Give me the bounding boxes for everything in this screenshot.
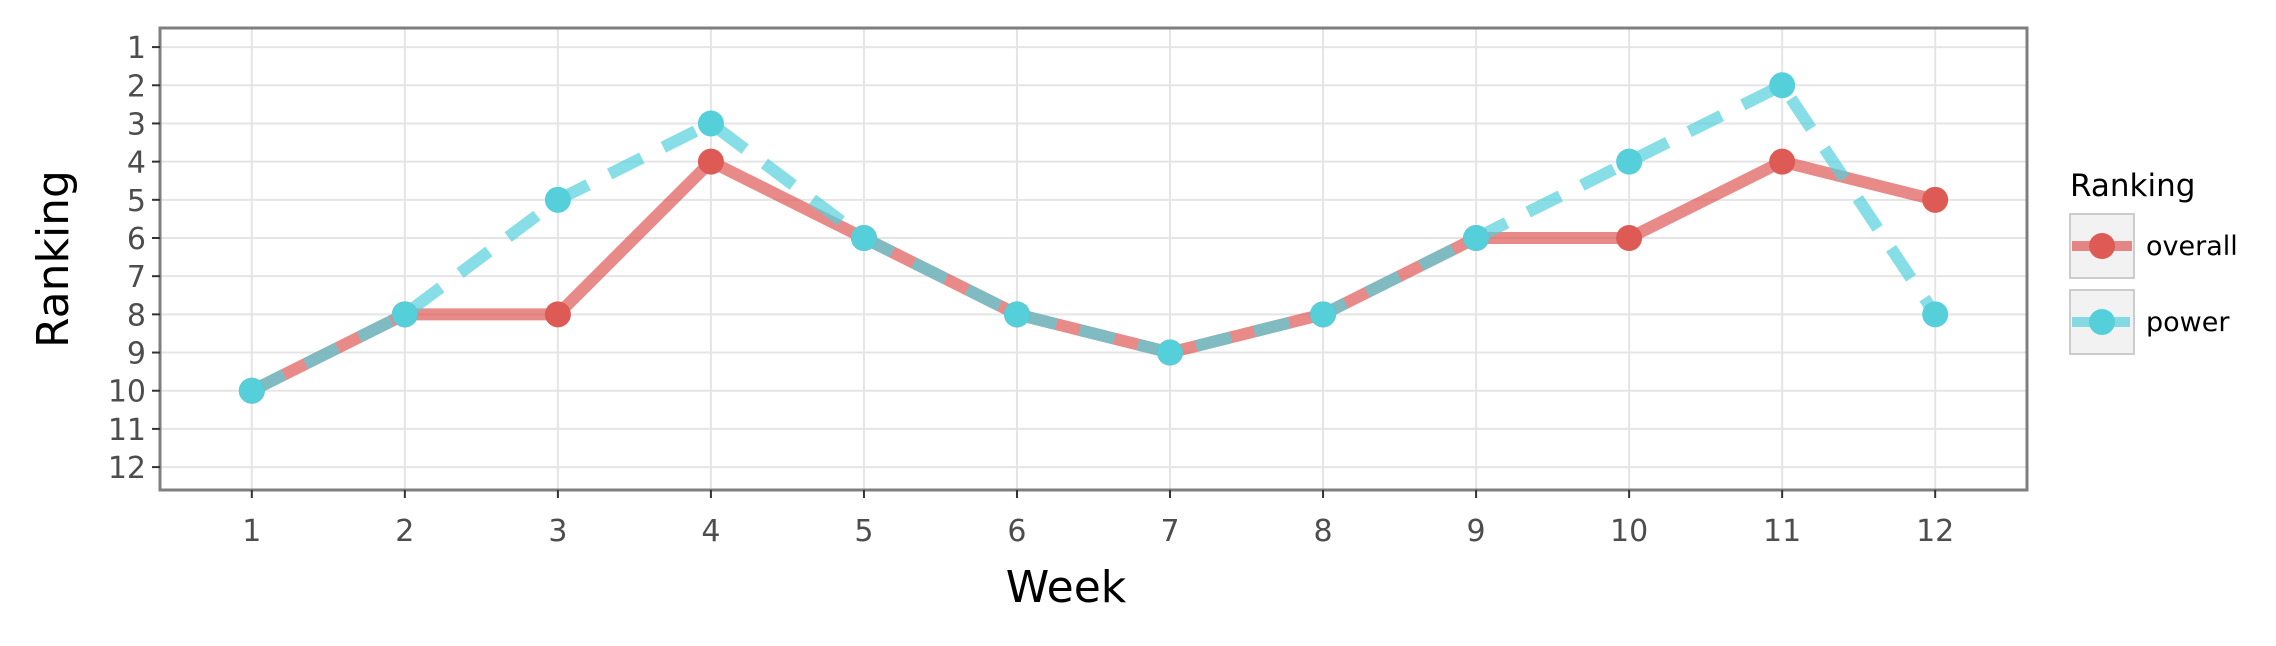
data-point-overall	[697, 148, 724, 175]
data-point-overall	[1616, 225, 1643, 251]
data-point-power	[1003, 301, 1030, 328]
data-point-power	[850, 225, 877, 251]
x-tick-label: 10	[1610, 514, 1648, 549]
series-group	[238, 72, 1949, 404]
data-point-overall	[1769, 148, 1796, 175]
data-point-power	[697, 110, 724, 137]
legend-key-marker-power	[2089, 309, 2115, 335]
legend: Ranking overall power	[2069, 168, 2238, 355]
x-tick-label: 4	[701, 514, 720, 549]
panel-border	[158, 26, 2029, 492]
legend-key-marker-overall	[2089, 233, 2115, 259]
y-tick-label: 10	[108, 375, 146, 410]
data-point-power	[1769, 72, 1796, 99]
data-point-power	[1310, 301, 1337, 328]
x-tick-label: 11	[1763, 514, 1801, 549]
y-tick-label: 3	[127, 107, 146, 142]
legend-item-power: power	[2069, 289, 2230, 355]
legend-title: Ranking	[2070, 168, 2195, 204]
y-axis-title: Ranking	[28, 170, 79, 348]
data-point-power	[544, 186, 571, 213]
x-tick-label: 12	[1916, 514, 1954, 549]
legend-item-overall: overall	[2069, 213, 2238, 279]
data-point-overall	[544, 301, 571, 328]
x-tick-label: 3	[548, 514, 567, 549]
data-point-power	[1157, 339, 1184, 366]
x-tick-label: 1	[242, 514, 261, 549]
x-tick-label: 5	[854, 514, 873, 549]
y-tick-label: 12	[108, 451, 146, 486]
y-tick-label: 5	[127, 184, 146, 219]
y-tick-label: 9	[127, 337, 146, 372]
data-point-overall	[1922, 186, 1949, 213]
data-point-power	[1463, 225, 1490, 251]
y-tick-label: 8	[127, 298, 146, 333]
y-tick-label: 1	[127, 31, 146, 66]
y-tick-label: 6	[127, 222, 146, 257]
x-tick-label: 9	[1467, 514, 1486, 549]
data-point-power	[238, 377, 265, 404]
x-tick-label: 8	[1314, 514, 1333, 549]
y-tick-label: 7	[127, 260, 146, 295]
data-point-power	[1616, 148, 1643, 175]
legend-label-power: power	[2146, 307, 2230, 338]
y-tick-label: 2	[127, 69, 146, 104]
x-axis-title: Week	[1006, 562, 1127, 613]
x-tick-label: 7	[1160, 514, 1179, 549]
y-tick-label: 11	[108, 413, 146, 448]
legend-label-overall: overall	[2146, 231, 2238, 262]
data-point-power	[391, 301, 418, 328]
y-tick-label: 4	[127, 146, 146, 181]
series-line-power	[249, 79, 1941, 397]
x-tick-label: 2	[395, 514, 414, 549]
x-tick-label: 6	[1007, 514, 1026, 549]
data-point-power	[1922, 301, 1949, 328]
